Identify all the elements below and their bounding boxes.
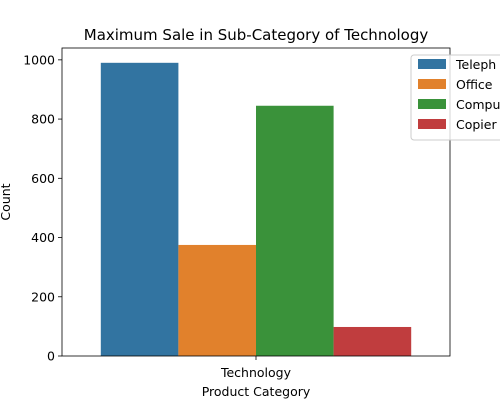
- bar-computer-peripherals: [256, 105, 334, 356]
- legend-label-telephones-and-communication: Teleph: [455, 57, 496, 72]
- legend: Teleph Office Compu Copier: [410, 54, 500, 141]
- bar-telephones-and-communication: [100, 62, 179, 357]
- x-axis-ticks: Technology: [220, 356, 292, 380]
- y-tick-label: 200: [31, 289, 55, 304]
- y-tick-label: 0: [47, 349, 55, 364]
- bar-copiers-and-fax: [333, 326, 412, 356]
- chart-title: Maximum Sale in Sub-Category of Technolo…: [84, 26, 429, 44]
- legend-frame: [410, 54, 500, 141]
- y-tick-label: 1000: [23, 52, 55, 67]
- bar-office-machines: [178, 244, 256, 356]
- legend-swatch-telephones-and-communication: [418, 59, 446, 69]
- legend-label-office-machines: Office: [456, 77, 493, 92]
- y-tick-label: 400: [31, 230, 55, 245]
- x-tick-label: Technology: [220, 365, 292, 380]
- legend-label-copiers-and-fax: Copier: [456, 117, 497, 132]
- legend-swatch-computer-peripherals: [418, 99, 446, 109]
- legend-label-computer-peripherals: Compu: [456, 97, 500, 112]
- bars-group: [100, 62, 412, 357]
- legend-swatch-copiers-and-fax: [418, 119, 446, 129]
- y-axis-label: Count: [0, 183, 13, 220]
- y-tick-label: 800: [31, 112, 55, 127]
- y-tick-label: 600: [31, 171, 55, 186]
- x-axis-label: Product Category: [202, 384, 311, 399]
- y-axis-ticks: 0 200 400 600 800 1000: [23, 52, 62, 364]
- legend-swatch-office-machines: [418, 79, 446, 89]
